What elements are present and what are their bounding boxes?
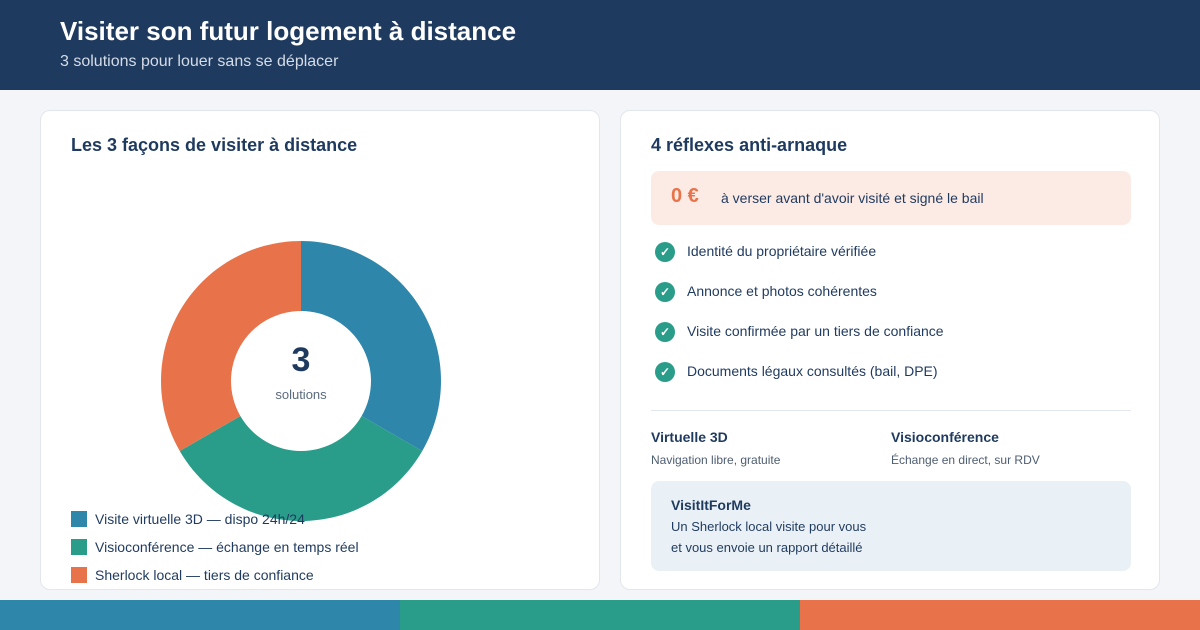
method-description: Échange en direct, sur RDV: [891, 453, 1040, 467]
anti-scam-title: 4 réflexes anti-arnaque: [651, 135, 848, 155]
checklist-item-label: Documents légaux consultés (bail, DPE): [687, 363, 938, 379]
legend-swatch: [71, 511, 87, 527]
chart-card-title: Les 3 façons de visiter à distance: [71, 135, 358, 155]
page-subtitle: 3 solutions pour louer sans se déplacer: [60, 53, 339, 70]
legend-label: Visite virtuelle 3D — dispo 24h/24: [95, 511, 305, 527]
feature-line: et vous envoie un rapport détaillé: [671, 540, 863, 555]
visititforme-box: VisitItForMe Un Sherlock local visite po…: [651, 481, 1131, 571]
donut-slice: [179, 416, 423, 521]
page-title: Visiter son futur logement à distance: [60, 16, 517, 46]
deposit-alert: 0 € à verser avant d'avoir visité et sig…: [651, 171, 1131, 225]
method-video-call: Visioconférence Échange en direct, sur R…: [891, 429, 1121, 467]
check-icon: ✓: [655, 242, 675, 262]
section-divider: [651, 410, 1131, 411]
method-description: Navigation libre, gratuite: [651, 453, 781, 467]
donut-center-number: 3: [291, 341, 311, 379]
legend-swatch: [71, 539, 87, 555]
legend-swatch: [71, 567, 87, 583]
deposit-alert-text: à verser avant d'avoir visité et signé l…: [721, 190, 984, 206]
donut-chart: [161, 241, 441, 521]
feature-line: Un Sherlock local visite pour vous: [671, 519, 867, 534]
footer-bar-orange: [800, 600, 1200, 630]
methods-chart-card: Les 3 façons de visiter à distance 3 sol…: [40, 110, 600, 590]
method-virtual-3d: Virtuelle 3D Navigation libre, gratuite: [651, 429, 881, 467]
check-icon: ✓: [655, 282, 675, 302]
check-icon: ✓: [655, 362, 675, 382]
donut-center-label: solutions: [275, 387, 327, 402]
method-name: Visioconférence: [891, 429, 999, 445]
checklist-item-label: Annonce et photos cohérentes: [687, 283, 877, 299]
checklist-item-label: Identité du propriétaire vérifiée: [687, 243, 877, 259]
deposit-alert-value: 0 €: [671, 185, 699, 207]
checklist-item-label: Visite confirmée par un tiers de confian…: [687, 323, 944, 339]
legend-label: Sherlock local — tiers de confiance: [95, 567, 314, 583]
donut-slice: [301, 241, 441, 451]
legend-label: Visioconférence — échange en temps réel: [95, 539, 359, 555]
method-name: Virtuelle 3D: [651, 429, 728, 445]
anti-scam-card: 4 réflexes anti-arnaque 0 € à verser ava…: [620, 110, 1160, 590]
footer-bar-blue: [0, 600, 400, 630]
donut-slice: [161, 241, 301, 451]
footer-bar-teal: [400, 600, 800, 630]
header: Visiter son futur logement à distance 3 …: [0, 0, 1200, 90]
check-icon: ✓: [655, 322, 675, 342]
feature-name: VisitItForMe: [671, 497, 751, 513]
